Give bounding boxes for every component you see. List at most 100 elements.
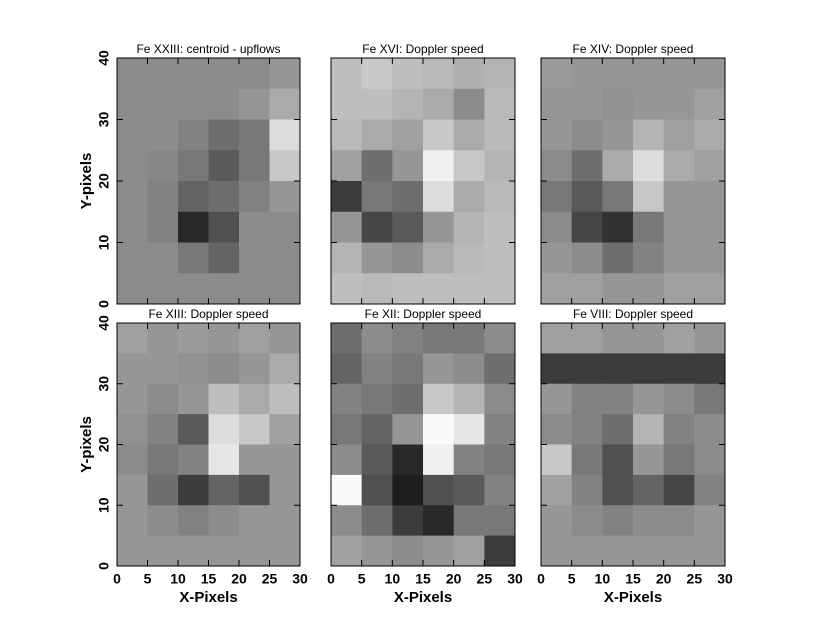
heatmap-cell	[633, 88, 665, 120]
heatmap-cell	[361, 119, 393, 151]
panel-title: Fe VIII: Doppler speed	[573, 307, 693, 321]
heatmap-cell	[602, 535, 634, 567]
heatmap-cell	[633, 535, 665, 567]
heatmap-cell	[361, 88, 393, 120]
heatmap-cell	[178, 242, 209, 274]
panel-title: Fe XII: Doppler speed	[365, 307, 482, 321]
heatmap-cell	[331, 535, 363, 567]
heatmap-cell	[117, 444, 148, 476]
heatmap-cell	[147, 353, 179, 385]
heatmap-cell	[633, 119, 665, 151]
x-tick-label: 25	[262, 571, 278, 587]
x-tick-label: 0	[537, 571, 545, 587]
heatmap-cell	[239, 181, 270, 213]
heatmap-cell	[484, 383, 516, 415]
heatmap-cell	[453, 444, 485, 476]
heatmap-cell	[239, 444, 270, 476]
heatmap-cell	[331, 505, 363, 537]
heatmap-cell	[541, 444, 573, 476]
heatmap-cell	[147, 383, 179, 415]
x-axis-label: X-Pixels	[394, 589, 452, 606]
heatmap-cell	[178, 88, 209, 120]
x-tick-label: 5	[144, 571, 152, 587]
y-tick-label: 0	[96, 300, 112, 308]
heatmap-cell	[208, 119, 240, 151]
heatmap-cell	[694, 474, 726, 506]
x-tick-label: 0	[113, 571, 121, 587]
heatmap-cell	[453, 181, 485, 213]
heatmap-cell	[453, 353, 485, 385]
heatmap-cell	[602, 88, 634, 120]
heatmap-cell	[694, 353, 726, 385]
heatmap-cell	[117, 414, 148, 445]
heatmap-cell	[541, 58, 573, 90]
heatmap-cell	[361, 353, 393, 385]
heatmap-cell	[541, 474, 573, 506]
heatmap-cell	[331, 444, 363, 476]
heatmap-cell	[484, 474, 516, 506]
heatmap-cell	[541, 414, 573, 445]
y-tick-label: 10	[96, 497, 112, 513]
heatmap-cell	[541, 353, 573, 385]
x-tick-label: 30	[292, 571, 308, 587]
heatmap-cell	[541, 88, 573, 120]
heatmap-cell	[208, 181, 240, 213]
x-tick-label: 15	[415, 571, 431, 587]
heatmap-cell	[239, 323, 270, 354]
heatmap-cell	[208, 353, 240, 385]
heatmap-cell	[392, 211, 424, 243]
heatmap-cell	[208, 505, 240, 537]
heatmap-cell	[423, 88, 455, 120]
heatmap-cell	[694, 181, 726, 213]
heatmap-cell	[541, 535, 573, 567]
x-tick-label: 10	[595, 571, 611, 587]
heatmap-cell	[453, 474, 485, 506]
heatmap-cell	[484, 242, 516, 274]
heatmap-cell	[602, 383, 634, 415]
heatmap-cell	[117, 88, 148, 120]
heatmap-cell	[484, 444, 516, 476]
heatmap-cell	[571, 211, 603, 243]
heatmap-cell	[361, 474, 393, 506]
y-tick-label: 40	[96, 50, 112, 66]
heatmap-cell	[239, 383, 270, 415]
heatmap-cell	[694, 211, 726, 243]
heatmap-cell	[361, 181, 393, 213]
heatmap-cell	[178, 353, 209, 385]
heatmap-cell	[453, 242, 485, 274]
heatmap-cell	[663, 444, 695, 476]
heatmap-cell	[694, 242, 726, 274]
x-tick-label: 15	[201, 571, 217, 587]
heatmap-cell	[633, 58, 665, 90]
heatmap-cell	[633, 505, 665, 537]
heatmap-cell	[392, 353, 424, 385]
heatmap-cell	[392, 323, 424, 354]
heatmap-cell	[392, 273, 424, 305]
heatmap-cell	[423, 119, 455, 151]
heatmap-cell	[541, 211, 573, 243]
heatmap-cell	[239, 58, 270, 90]
y-tick-label: 20	[96, 173, 112, 189]
heatmap-cell	[602, 273, 634, 305]
heatmap-cell	[269, 383, 301, 415]
heatmap-cell	[571, 444, 603, 476]
heatmap-cell	[602, 119, 634, 151]
heatmap-cell	[331, 273, 363, 305]
x-tick-label: 25	[687, 571, 703, 587]
heatmap-cell	[633, 414, 665, 445]
heatmap-cell	[663, 58, 695, 90]
heatmap-cell	[269, 58, 301, 90]
heatmap-cell	[571, 273, 603, 305]
heatmap-cell	[453, 535, 485, 567]
heatmap-cell	[484, 505, 516, 537]
heatmap-cell	[331, 414, 363, 445]
heatmap-cell	[117, 383, 148, 415]
x-tick-label: 20	[446, 571, 462, 587]
heatmap-cell	[361, 242, 393, 274]
heatmap-cell	[392, 242, 424, 274]
heatmap-cell	[633, 323, 665, 354]
heatmap-cell	[208, 150, 240, 182]
heatmap-cell	[178, 414, 209, 445]
heatmap-cell	[178, 444, 209, 476]
heatmap-cell	[484, 273, 516, 305]
